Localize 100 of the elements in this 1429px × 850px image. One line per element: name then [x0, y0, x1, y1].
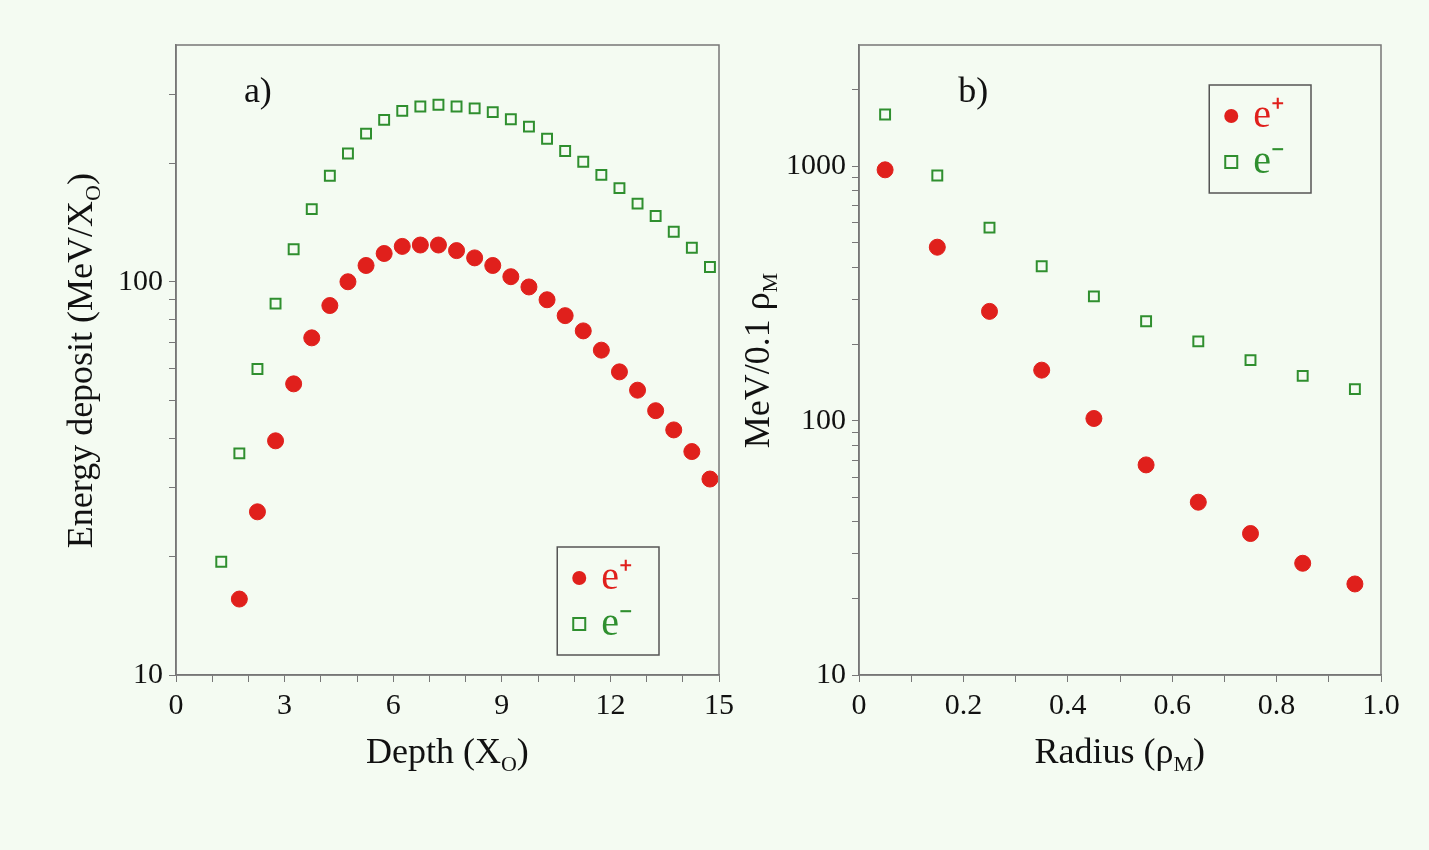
point	[321, 297, 339, 315]
point	[486, 106, 499, 119]
point	[378, 113, 391, 126]
point	[267, 432, 285, 450]
point	[595, 168, 608, 181]
point	[983, 221, 996, 234]
x-tick-label: 0	[168, 686, 184, 720]
point	[504, 113, 517, 126]
annotation: b)	[958, 70, 989, 111]
y-tick-label: 10	[816, 655, 846, 689]
legend-label: e⁺	[601, 552, 634, 598]
point	[1087, 290, 1100, 303]
point	[502, 268, 520, 286]
point	[1346, 575, 1364, 593]
point	[649, 210, 662, 222]
y-tick-label: 100	[801, 401, 846, 435]
point	[683, 443, 701, 461]
point	[339, 273, 357, 291]
point	[1192, 335, 1205, 348]
point	[303, 329, 321, 347]
point	[323, 169, 336, 182]
point	[701, 470, 719, 488]
point	[577, 155, 590, 168]
point	[574, 322, 592, 340]
point	[1137, 456, 1155, 474]
point	[360, 127, 372, 140]
x-tick-label: 1.0	[1362, 686, 1400, 720]
x-tick-label: 6	[385, 686, 401, 720]
point	[879, 108, 892, 121]
point	[1033, 361, 1051, 379]
y-tick-label: 100	[118, 262, 163, 296]
x-tick-label: 0	[851, 686, 867, 720]
x-tick-label: 9	[494, 686, 510, 720]
point	[667, 225, 680, 238]
x-axis-title: Radius (ρ$_{M}$)	[1034, 730, 1206, 778]
point	[685, 241, 698, 254]
point	[647, 402, 665, 420]
point	[1242, 525, 1259, 543]
x-tick-label: 12	[595, 686, 626, 720]
point	[450, 100, 463, 113]
point	[248, 503, 266, 521]
point	[393, 237, 411, 255]
point	[305, 203, 318, 216]
point	[357, 256, 375, 274]
point	[559, 145, 572, 157]
point	[613, 182, 626, 195]
y-tick-label: 10	[133, 655, 163, 689]
point	[215, 555, 228, 568]
point	[1140, 315, 1153, 328]
x-tick-label: 15	[704, 686, 734, 720]
point	[285, 375, 303, 393]
point	[631, 197, 644, 210]
x-tick-label: 3	[277, 686, 293, 720]
point	[269, 297, 282, 310]
point	[928, 238, 946, 256]
point	[538, 291, 556, 309]
point	[704, 261, 716, 273]
point	[520, 278, 538, 296]
x-tick-label: 0.4	[1049, 686, 1087, 720]
point	[1244, 354, 1257, 367]
point	[466, 249, 484, 267]
legend-label: e⁻	[1253, 136, 1286, 182]
x-tick-label: 0.8	[1257, 686, 1296, 720]
point	[414, 100, 427, 113]
legend-label: e⁺	[1253, 90, 1286, 136]
point	[592, 341, 610, 359]
point	[468, 102, 481, 115]
point	[342, 147, 354, 160]
point	[1189, 493, 1207, 511]
point	[931, 169, 944, 182]
x-axis-title: Depth (X$_{O}$)	[366, 730, 529, 778]
annotation: a)	[243, 70, 272, 111]
point	[1296, 369, 1309, 382]
point	[556, 307, 574, 325]
x-tick-label: 0.2	[944, 686, 983, 720]
x-tick-label: 0.6	[1153, 686, 1191, 720]
point	[523, 120, 535, 133]
point	[1035, 260, 1048, 273]
point	[665, 421, 683, 439]
point	[610, 363, 628, 381]
point	[230, 590, 248, 608]
point	[411, 236, 429, 254]
point	[629, 381, 647, 399]
y-tick-label: 1000	[786, 147, 846, 181]
point	[375, 244, 393, 262]
point	[287, 243, 300, 256]
point	[1348, 383, 1361, 396]
point	[981, 302, 998, 320]
point	[541, 132, 553, 145]
point	[432, 98, 445, 111]
point	[396, 104, 409, 117]
point	[1294, 554, 1312, 572]
point	[484, 256, 502, 274]
point	[1085, 409, 1103, 427]
point	[251, 363, 264, 375]
point	[876, 161, 894, 179]
point	[429, 236, 447, 254]
point	[448, 242, 466, 260]
point	[233, 447, 246, 460]
legend-label: e⁻	[601, 598, 634, 644]
